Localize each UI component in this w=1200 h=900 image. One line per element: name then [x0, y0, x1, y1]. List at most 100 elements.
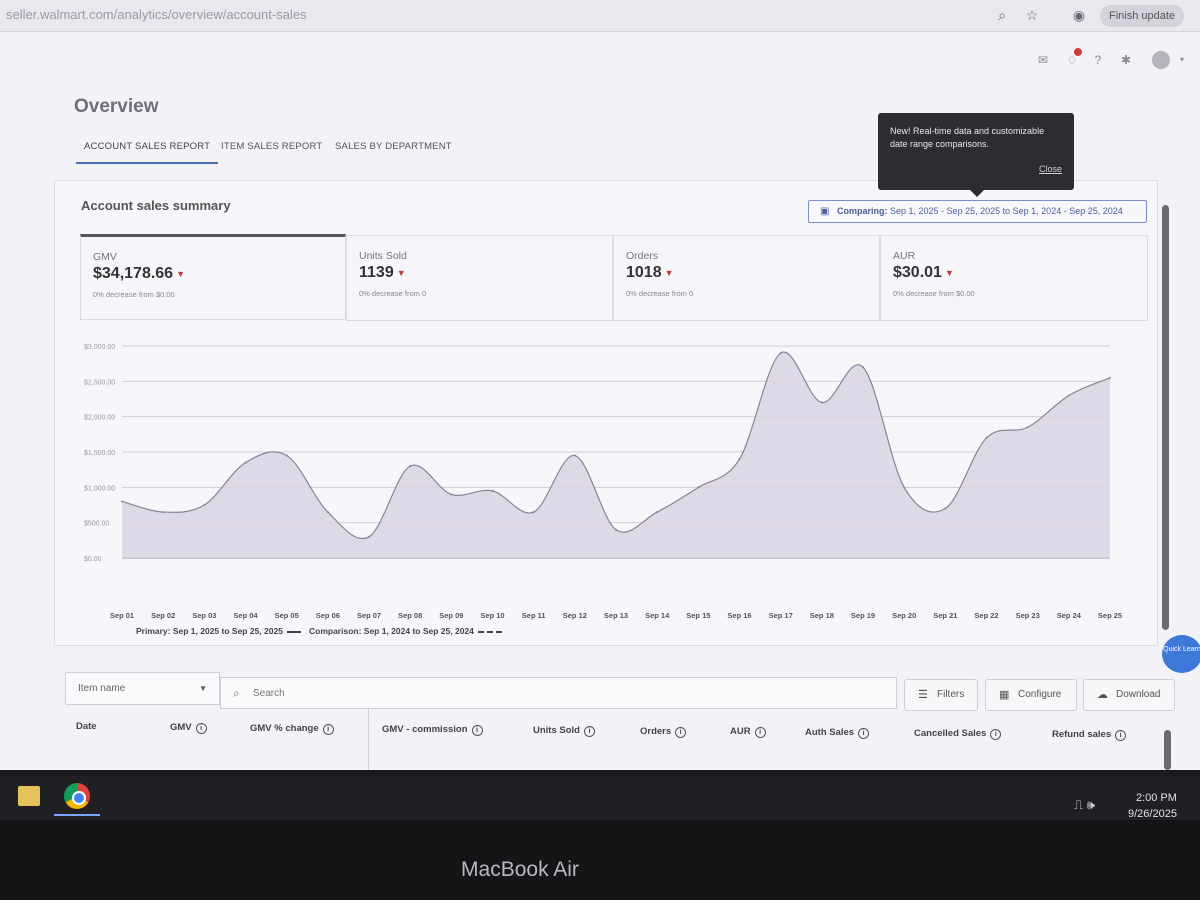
volume-icon[interactable]: 🕪 — [1086, 797, 1095, 812]
data-point — [738, 457, 741, 461]
caret-down-icon: ▼ — [664, 267, 674, 278]
info-icon[interactable]: i — [754, 727, 766, 738]
column-label: Cancelled Sales — [914, 728, 987, 739]
gmv-area-chart: $3,000.00 $2,500.00 $2,000.00 $1,500.00 $1,0… — [84, 344, 1122, 620]
x-tick-label: Sep 24 — [1057, 611, 1082, 620]
tab-sales-by-department[interactable]: SALES BY DEPARTMENT — [335, 141, 452, 152]
column-header-cancelled-sales[interactable]: Cancelled Sales i — [914, 728, 1002, 740]
column-label: AUR — [730, 726, 751, 737]
notification-bell-icon[interactable]: ♢ — [1066, 53, 1078, 67]
configure-button[interactable]: ▦ Configure — [985, 679, 1077, 711]
data-point — [902, 486, 906, 489]
legend-primary-label: Primary: Sep 1, 2025 to Sep 25, 2025 — [136, 626, 283, 636]
data-point — [655, 510, 659, 514]
info-icon[interactable]: i — [858, 728, 870, 739]
column-header-date[interactable]: Date — [76, 721, 97, 732]
data-point — [1108, 376, 1112, 379]
column-header-aur[interactable]: AUR i — [730, 726, 766, 738]
finish-update-button[interactable]: Finish update — [1100, 5, 1184, 27]
zoom-icon[interactable]: ⌕ — [998, 7, 1006, 23]
download-label: Download — [1116, 689, 1161, 700]
file-explorer-icon[interactable] — [18, 786, 40, 806]
kpi-value: $30.01 — [893, 264, 942, 281]
legend-solid-line — [286, 630, 301, 633]
info-icon[interactable]: i — [990, 729, 1002, 740]
y-tick-label: $3,000.00 — [84, 344, 115, 351]
column-header-units-sold[interactable]: Units Sold i — [533, 725, 595, 737]
kpi-card-aur[interactable]: AUR $30.01 ▼ 0% decrease from $0.00 — [880, 235, 1148, 321]
caret-down-icon: ▼ — [396, 267, 406, 278]
column-label: Orders — [640, 726, 672, 737]
x-tick-label: Sep 01 — [110, 611, 134, 620]
tooltip-close-link[interactable]: Close — [1038, 164, 1062, 174]
bookmark-star-icon[interactable]: ☆ — [1025, 7, 1039, 23]
network-icon[interactable]: ⎍ — [1074, 797, 1084, 812]
chrome-icon[interactable] — [64, 783, 90, 809]
data-point — [367, 535, 371, 538]
tab-account-sales-report[interactable]: ACCOUNT SALES REPORT — [76, 141, 219, 164]
data-point — [614, 528, 618, 531]
y-tick-label: $500.00 — [84, 521, 109, 528]
filters-button[interactable]: ☰ Filters — [904, 679, 978, 711]
column-label: Date — [76, 721, 97, 732]
tab-item-sales-report[interactable]: ITEM SALES REPORT — [221, 141, 323, 152]
info-icon[interactable]: i — [583, 726, 595, 737]
mail-icon[interactable]: ✉ — [1037, 53, 1049, 67]
kpi-note: 0% decrease from $0.00 — [93, 290, 175, 299]
item-select-value: Item name — [78, 683, 126, 694]
profile-icon[interactable]: ◉ — [1072, 7, 1086, 23]
item-name-select[interactable]: Item name ▼ — [65, 672, 220, 705]
info-icon[interactable]: i — [675, 727, 687, 738]
data-point — [820, 401, 824, 404]
configure-label: Configure — [1018, 689, 1062, 700]
kpi-label: AUR — [893, 250, 916, 262]
column-header-gmv-commission[interactable]: GMV - commission i — [382, 724, 483, 736]
legend-dashed-line — [477, 630, 502, 633]
x-tick-label: Sep 25 — [1098, 611, 1122, 620]
new-feature-tooltip: New! Real-time data and customizable dat… — [878, 113, 1074, 197]
chevron-down-icon[interactable]: ▾ — [1179, 55, 1184, 64]
date-comparison-button[interactable]: ▣ Comparing: Sep 1, 2025 - Sep 25, 2025 … — [808, 200, 1147, 223]
user-avatar[interactable] — [1152, 51, 1170, 69]
search-placeholder: Search — [253, 688, 285, 699]
column-header-gmv[interactable]: GMV i — [170, 722, 207, 734]
kpi-label: Units Sold — [359, 250, 407, 262]
clock-time: 2:00 PM — [1135, 792, 1177, 804]
column-header-orders[interactable]: Orders i — [640, 726, 687, 738]
column-header-gmv-change[interactable]: GMV % change i — [250, 723, 334, 735]
calendar-icon: ▣ — [820, 206, 830, 217]
help-icon[interactable]: ? — [1094, 53, 1102, 67]
data-point — [120, 500, 124, 503]
data-point — [244, 461, 247, 464]
kpi-card-units-sold[interactable]: Units Sold 1139 ▼ 0% decrease from 0 — [346, 235, 613, 321]
table-scrollbar[interactable] — [1164, 730, 1171, 770]
info-icon[interactable]: i — [322, 724, 334, 735]
x-tick-label: Sep 09 — [439, 611, 463, 620]
settings-icon[interactable]: ✱ — [1120, 53, 1132, 67]
data-point — [285, 454, 288, 457]
download-button[interactable]: ☁ Download — [1083, 679, 1175, 711]
data-point — [491, 489, 494, 493]
y-tick-label: $0.00 — [84, 556, 102, 563]
x-tick-label: Sep 21 — [933, 611, 957, 620]
column-header-refund-sales[interactable]: Refund sales i — [1052, 729, 1127, 741]
data-point — [985, 436, 988, 440]
clock[interactable]: 2:00 PM 9/26/2025 — [1128, 790, 1177, 822]
info-icon[interactable]: i — [471, 725, 483, 736]
address-bar[interactable]: seller.walmart.com/analytics/overview/ac… — [6, 7, 307, 22]
kpi-value: 1139 — [359, 264, 394, 281]
data-point — [573, 454, 577, 457]
quick-learn-button[interactable]: Quick Learn — [1162, 635, 1200, 673]
info-icon[interactable]: i — [195, 723, 207, 734]
kpi-card-gmv[interactable]: GMV $34,178.66 ▼ 0% decrease from $0.00 — [80, 234, 346, 320]
search-input[interactable]: ⌕ Search — [220, 677, 897, 709]
column-label: GMV - commission — [382, 724, 468, 735]
info-icon[interactable]: i — [1115, 730, 1127, 741]
system-tray[interactable]: ⎍ 🕪 — [1074, 797, 1095, 813]
column-label: GMV % change — [250, 723, 319, 734]
kpi-label: Orders — [626, 250, 659, 262]
kpi-card-orders[interactable]: Orders 1018 ▼ 0% decrease from 0 — [613, 235, 880, 321]
page-scrollbar[interactable] — [1162, 205, 1169, 630]
x-tick-label: Sep 13 — [604, 611, 628, 620]
column-header-auth-sales[interactable]: Auth Sales i — [805, 727, 870, 739]
